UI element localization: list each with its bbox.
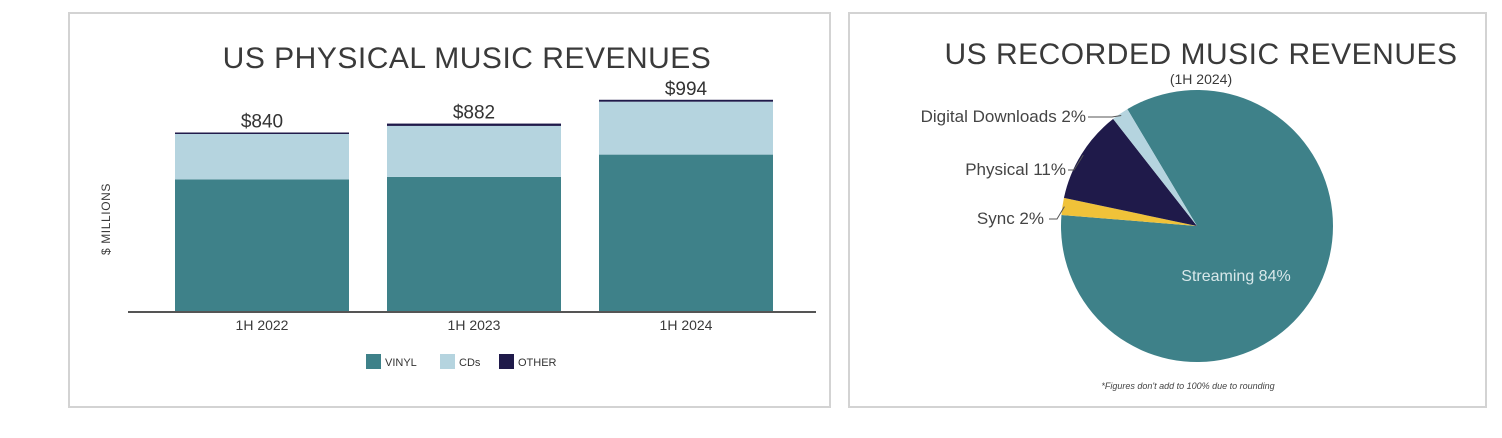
- pie-chart: US RECORDED MUSIC REVENUES (1H 2024) Str…: [921, 38, 1457, 391]
- legend-label-cds: CDs: [459, 357, 481, 369]
- legend-label-vinyl: VINYL: [385, 357, 417, 369]
- bar-vinyl-1h-2024: [599, 154, 773, 311]
- pie-leader-digital-downloads: [1088, 114, 1122, 118]
- bar-total-label: $882: [453, 103, 495, 124]
- x-tick-label: 1H 2024: [660, 317, 713, 333]
- bar-chart-title: US PHYSICAL MUSIC REVENUES: [223, 42, 712, 75]
- bar-legend: VINYL CDs OTHER: [366, 354, 557, 369]
- bar-cds-1h-2023: [387, 125, 561, 177]
- pie-slice-physical: [1063, 118, 1197, 226]
- x-tick-label: 1H 2022: [236, 317, 289, 333]
- bars-group: $840 1H 2022 $882 1H 2023 $994 1H 2024: [175, 79, 773, 333]
- pie-label-digital-downloads: Digital Downloads 2%: [921, 107, 1086, 126]
- bar-chart: US PHYSICAL MUSIC REVENUES $ MILLIONS $8…: [99, 42, 816, 369]
- legend-label-other: OTHER: [518, 357, 557, 369]
- pie-slice-sync: [1061, 197, 1197, 226]
- bar-other-1h-2024: [599, 99, 773, 102]
- pie-slice-digital-downloads: [1113, 109, 1197, 226]
- bar-other-1h-2022: [175, 132, 349, 134]
- pie-chart-subtitle: (1H 2024): [1170, 71, 1232, 87]
- pie-label-sync: Sync 2%: [977, 209, 1044, 228]
- bar-cds-1h-2022: [175, 133, 349, 180]
- bar-cds-1h-2024: [599, 101, 773, 155]
- legend-swatch-vinyl: [366, 354, 381, 369]
- bar-vinyl-1h-2023: [387, 176, 561, 311]
- x-tick-label: 1H 2023: [448, 317, 501, 333]
- physical-revenues-panel: US PHYSICAL MUSIC REVENUES $ MILLIONS $8…: [68, 12, 831, 408]
- bar-total-label: $994: [665, 79, 708, 100]
- pie-label-physical: Physical 11%: [965, 160, 1066, 179]
- pie-labels: Streaming 84% Digital Downloads 2% Physica…: [921, 107, 1291, 285]
- bar-chart-ylabel: $ MILLIONS: [99, 183, 113, 255]
- legend-swatch-other: [499, 354, 514, 369]
- recorded-revenues-panel: US RECORDED MUSIC REVENUES (1H 2024) Str…: [848, 12, 1487, 408]
- pie-footnote: *Figures don't add to 100% due to roundi…: [1101, 381, 1274, 391]
- legend-swatch-cds: [440, 354, 455, 369]
- pie-label-streaming: Streaming 84%: [1181, 268, 1290, 285]
- bar-other-1h-2023: [387, 123, 561, 126]
- pie-slice-streaming: [1061, 90, 1333, 363]
- pie-group: [1061, 90, 1333, 363]
- bar-vinyl-1h-2022: [175, 179, 349, 311]
- pie-chart-title: US RECORDED MUSIC REVENUES: [944, 38, 1457, 71]
- pie-leader-physical: [1068, 154, 1084, 171]
- pie-leader-sync: [1049, 206, 1065, 220]
- bar-total-label: $840: [241, 112, 283, 133]
